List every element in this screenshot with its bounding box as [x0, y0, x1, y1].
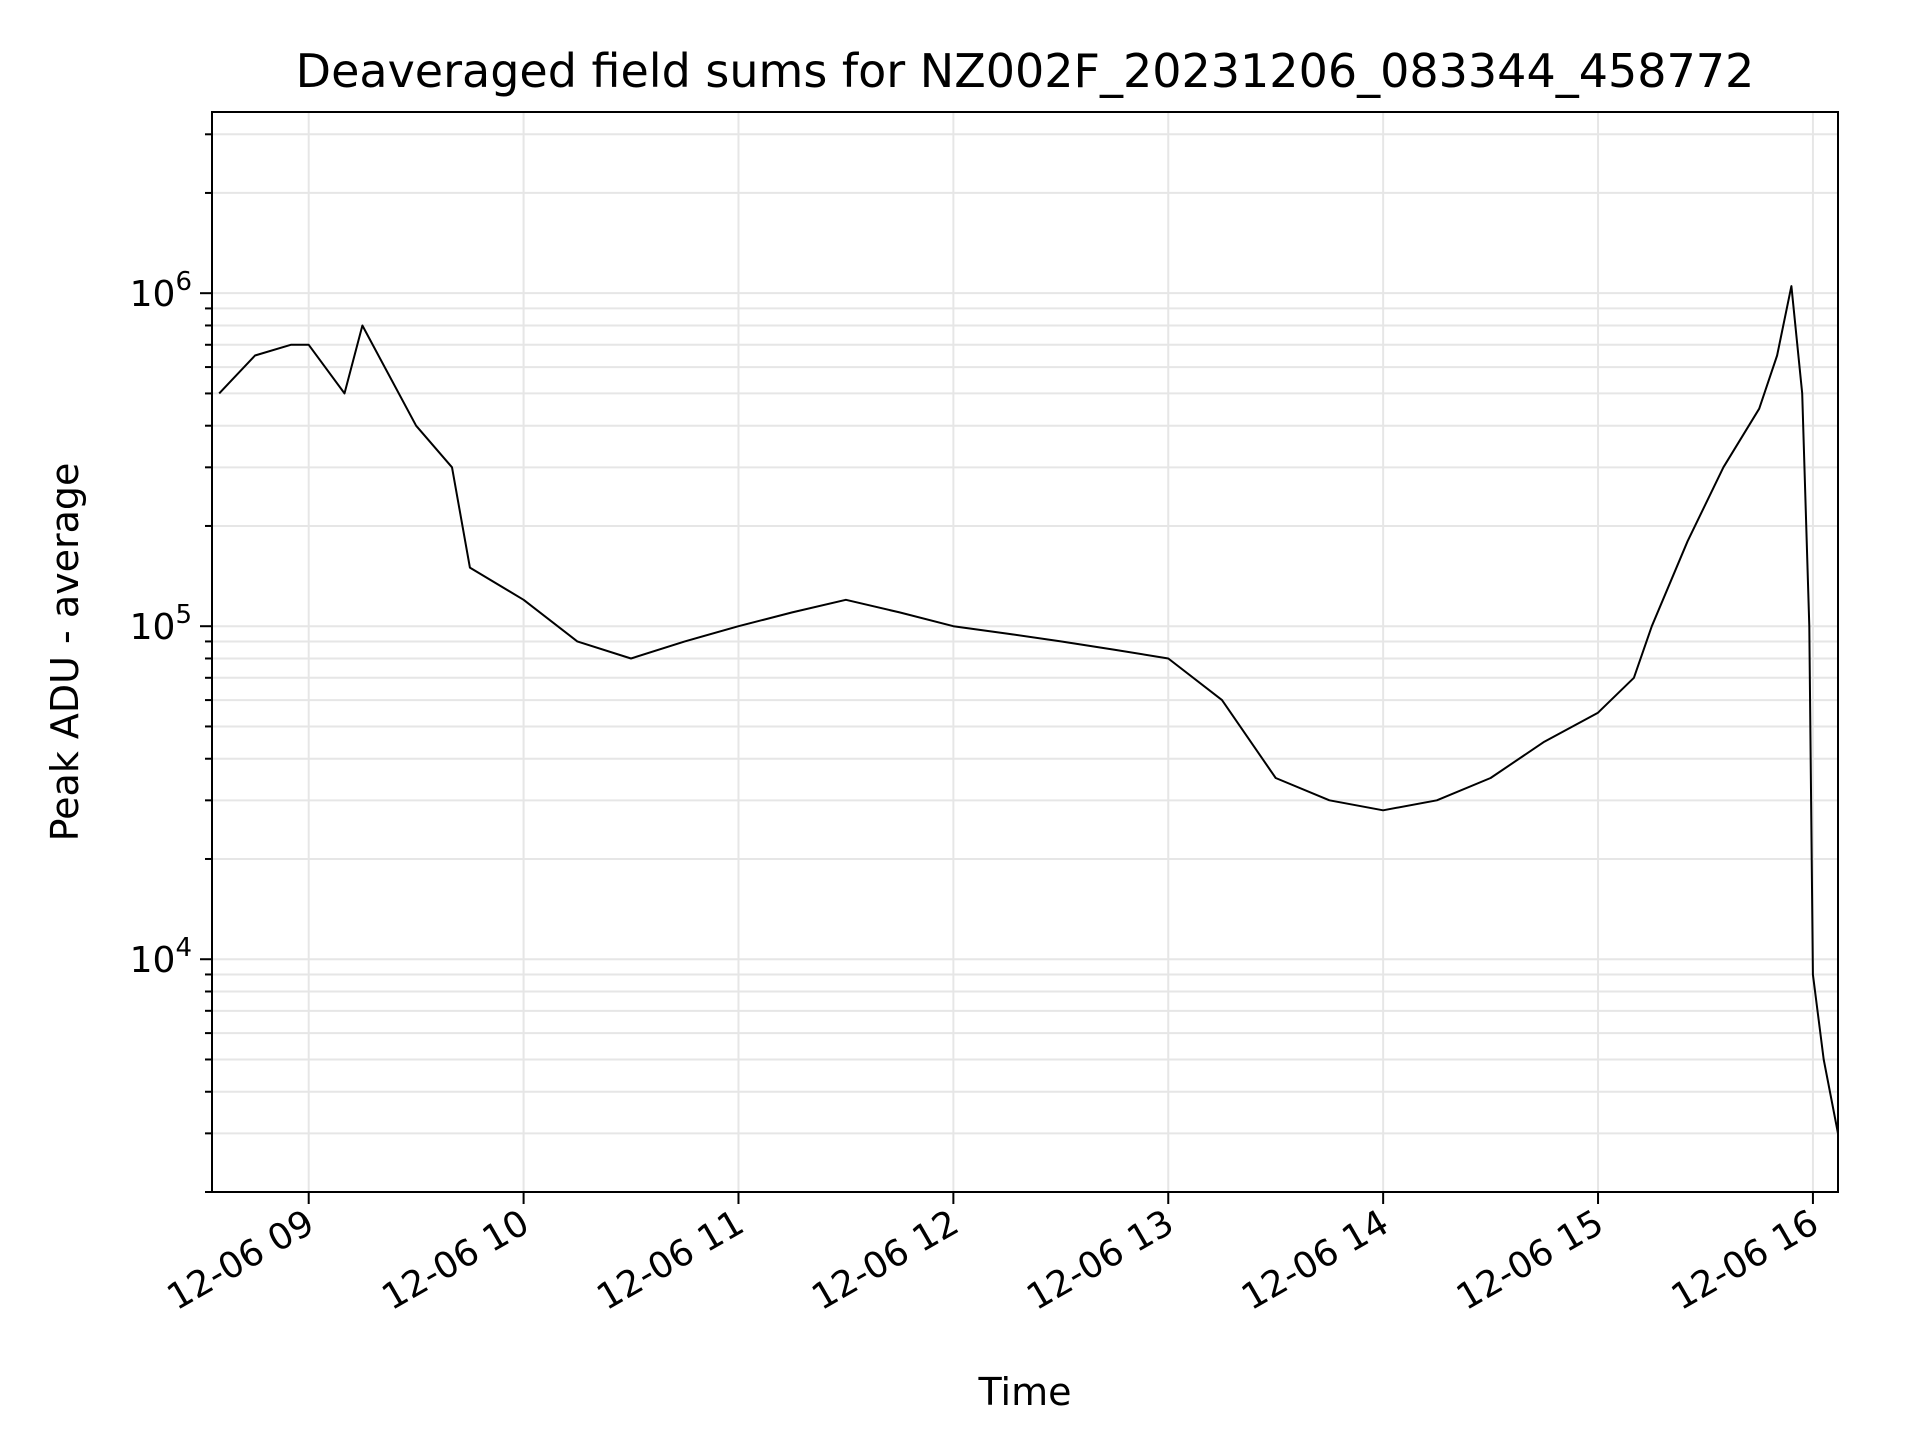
x-tick-label: 12-06 09 — [161, 1202, 322, 1318]
x-tick-label: 12-06 16 — [1665, 1202, 1826, 1318]
plot-frame — [211, 111, 1839, 1193]
y-axis-label: Peak ADU - average — [43, 463, 87, 842]
y-tick-label: 104 — [130, 933, 192, 981]
x-tick-label: 12-06 13 — [1020, 1202, 1181, 1318]
x-tick-label: 12-06 10 — [375, 1202, 536, 1318]
series-line — [218, 285, 1839, 1134]
x-tick-label: 12-06 12 — [805, 1202, 966, 1318]
chart-title: Deaveraged field sums for NZ002F_2023120… — [296, 44, 1755, 98]
x-tick-label: 12-06 15 — [1450, 1202, 1611, 1318]
x-tick-label: 12-06 14 — [1235, 1202, 1396, 1318]
y-tick-label: 105 — [130, 600, 192, 648]
x-tick-label: 12-06 11 — [590, 1202, 751, 1318]
y-tick-label: 106 — [130, 267, 192, 315]
gridlines — [212, 112, 1838, 1193]
series-layer — [218, 285, 1839, 1134]
x-axis-label: Time — [978, 1370, 1072, 1414]
